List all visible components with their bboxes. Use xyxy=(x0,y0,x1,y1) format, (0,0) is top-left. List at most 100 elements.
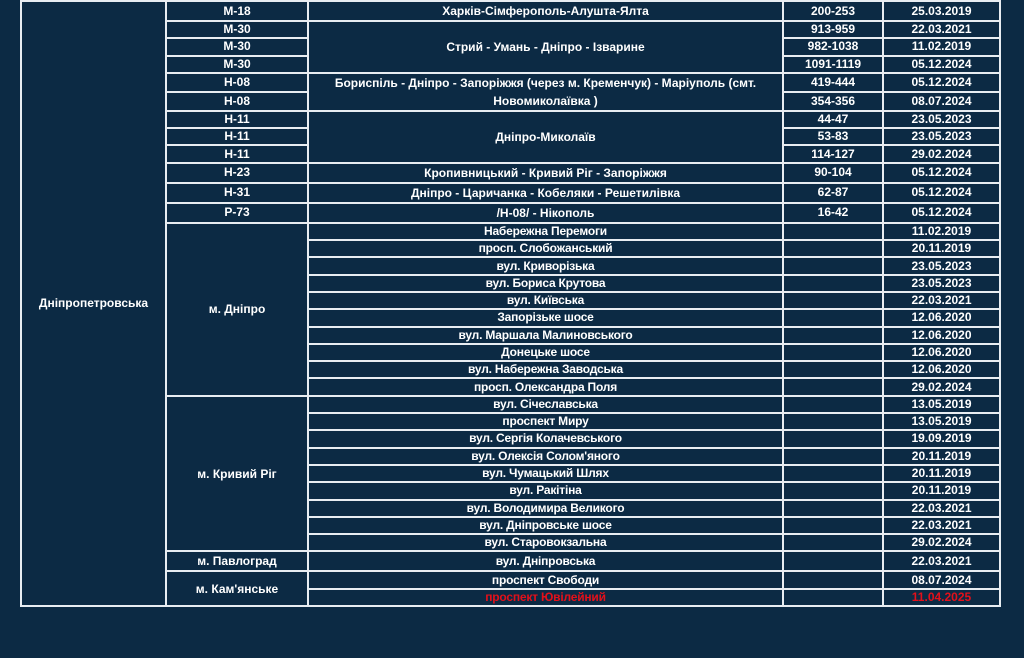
table-row: М-30 1091-1119 05.12.2024 xyxy=(21,54,1001,74)
table-row: Н-31 Дніпро - Царичанка - Кобеляки - Реше… xyxy=(21,181,1001,204)
km-range-cell xyxy=(782,550,884,573)
table-row: вул. Набережна Заводська 12.06.2020 xyxy=(21,360,1001,380)
km-range-cell: 1091-1119 xyxy=(782,54,884,74)
date-cell: 12.06.2020 xyxy=(882,325,1001,345)
street-name-cell: Набережна Перемоги xyxy=(307,221,784,242)
table-row: Запорізьке шосе 12.06.2020 xyxy=(21,308,1001,328)
table-row: вул. Криворізька 23.05.2023 xyxy=(21,256,1001,276)
street-name-cell: вул. Володимира Великого xyxy=(307,498,784,518)
road-name-cell: Дніпро-Миколаїв xyxy=(307,109,784,164)
table-row: М-30 982-1038 11.02.2019 xyxy=(21,37,1001,57)
table-row: вул. Київська 22.03.2021 xyxy=(21,290,1001,311)
date-cell: 11.04.2025 xyxy=(882,587,1001,608)
date-cell: 05.12.2024 xyxy=(882,181,1001,204)
street-name-cell: вул. Чумацький Шлях xyxy=(307,463,784,484)
km-range-cell xyxy=(782,570,884,590)
km-range-cell xyxy=(782,587,884,608)
km-range-cell xyxy=(782,429,884,449)
km-range-cell: 354-356 xyxy=(782,90,884,112)
km-range-cell xyxy=(782,515,884,536)
table-row: Донецьке шосе 12.06.2020 xyxy=(21,342,1001,363)
date-cell: 23.05.2023 xyxy=(882,109,1001,130)
date-cell: 29.02.2024 xyxy=(882,144,1001,164)
km-range-cell: 44-47 xyxy=(782,109,884,130)
date-cell: 22.03.2021 xyxy=(882,19,1001,40)
street-name-cell: вул. Маршала Малиновського xyxy=(307,325,784,345)
street-name-cell: вул. Сергія Колачевського xyxy=(307,429,784,449)
km-range-cell xyxy=(782,463,884,484)
road-name-cell: Кропивницький - Кривий Ріг - Запоріжжя xyxy=(307,161,784,184)
city-cell: м. Павлоград xyxy=(165,550,309,573)
date-cell: 12.06.2020 xyxy=(882,308,1001,328)
road-name-cell: Бориспіль - Дніпро - Запоріжжя (через м.… xyxy=(307,71,784,112)
city-cell: м. Дніпро xyxy=(165,221,309,397)
date-cell: 05.12.2024 xyxy=(882,71,1001,93)
table-row: Н-08 Бориспіль - Дніпро - Запоріжжя (чере… xyxy=(21,71,1001,112)
street-name-cell: вул. Дніпровська xyxy=(307,550,784,573)
km-range-cell xyxy=(782,273,884,293)
street-name-cell: вул. Олексія Солом'яного xyxy=(307,446,784,466)
date-cell: 23.05.2023 xyxy=(882,256,1001,276)
km-range-cell xyxy=(782,256,884,276)
table-row: Дніпропетровська М-18 Харків-Сімферополь-А… xyxy=(20,0,1001,608)
date-cell: 20.11.2019 xyxy=(882,481,1001,501)
date-cell: 29.02.2024 xyxy=(882,533,1001,553)
road-number-cell: М-30 xyxy=(165,54,309,74)
road-repairs-table-container: Дніпропетровська М-18 Харків-Сімферополь-А… xyxy=(20,0,1001,608)
date-cell: 20.11.2019 xyxy=(882,463,1001,484)
road-name-cell: Дніпро - Царичанка - Кобеляки - Решетилі… xyxy=(307,181,784,204)
table-row: вул. Сергія Колачевського 19.09.2019 xyxy=(21,429,1001,449)
km-range-cell xyxy=(782,342,884,363)
km-range-cell xyxy=(782,498,884,518)
road-number-cell: Н-11 xyxy=(165,109,309,130)
street-name-cell: проспект Свободи xyxy=(307,570,784,590)
date-cell: 22.03.2021 xyxy=(882,550,1001,573)
road-number-cell: Н-08 xyxy=(165,71,309,93)
street-name-cell: вул. Криворізька xyxy=(307,256,784,276)
table-row: вул. Бориса Крутова 23.05.2023 xyxy=(21,273,1001,293)
km-range-cell: 200-253 xyxy=(782,0,884,22)
date-cell: 11.02.2019 xyxy=(882,37,1001,57)
table-row: Н-08 354-356 08.07.2024 xyxy=(21,90,1001,112)
street-name-cell: Донецьке шосе xyxy=(307,342,784,363)
road-number-cell: Н-08 xyxy=(165,90,309,112)
date-cell: 12.06.2020 xyxy=(882,360,1001,380)
table-row: проспект Ювілейний 11.04.2025 xyxy=(21,587,1001,608)
street-name-cell: вул. Київська xyxy=(307,290,784,311)
table-row: Н-23 Кропивницький - Кривий Ріг - Запоріж… xyxy=(21,161,1001,184)
road-number-cell: М-18 xyxy=(165,0,309,22)
date-cell: 08.07.2024 xyxy=(882,90,1001,112)
road-name-cell: /Н-08/ - Нікополь xyxy=(307,201,784,224)
date-cell: 23.05.2023 xyxy=(882,273,1001,293)
date-cell: 05.12.2024 xyxy=(882,201,1001,224)
street-name-cell: вул. Дніпровське шосе xyxy=(307,515,784,536)
date-cell: 20.11.2019 xyxy=(882,239,1001,259)
km-range-cell xyxy=(782,239,884,259)
street-name-cell: просп. Олександра Поля xyxy=(307,377,784,397)
table-row: вул. Ракітіна 20.11.2019 xyxy=(21,481,1001,501)
km-range-cell xyxy=(782,221,884,242)
date-cell: 11.02.2019 xyxy=(882,221,1001,242)
km-range-cell xyxy=(782,481,884,501)
road-name-cell: Харків-Сімферополь-Алушта-Ялта xyxy=(307,0,784,22)
road-number-cell: Н-31 xyxy=(165,181,309,204)
table-row: вул. Чумацький Шлях 20.11.2019 xyxy=(21,463,1001,484)
date-cell: 13.05.2019 xyxy=(882,412,1001,432)
km-range-cell xyxy=(782,308,884,328)
km-range-cell: 16-42 xyxy=(782,201,884,224)
km-range-cell xyxy=(782,412,884,432)
km-range-cell xyxy=(782,325,884,345)
date-cell: 22.03.2021 xyxy=(882,290,1001,311)
date-cell: 22.03.2021 xyxy=(882,515,1001,536)
km-range-cell xyxy=(782,446,884,466)
km-range-cell: 53-83 xyxy=(782,127,884,147)
road-number-cell: Н-11 xyxy=(165,144,309,164)
km-range-cell: 114-127 xyxy=(782,144,884,164)
date-cell: 22.03.2021 xyxy=(882,498,1001,518)
table-row: просп. Олександра Поля 29.02.2024 xyxy=(21,377,1001,397)
street-name-cell: проспект Миру xyxy=(307,412,784,432)
street-name-cell: вул. Ракітіна xyxy=(307,481,784,501)
city-cell: м. Кам'янське xyxy=(165,570,309,608)
table-row: проспект Миру 13.05.2019 xyxy=(21,412,1001,432)
table-row: м. Кривий Ріг вул. Січеславська 13.05.2019 xyxy=(21,394,1001,553)
